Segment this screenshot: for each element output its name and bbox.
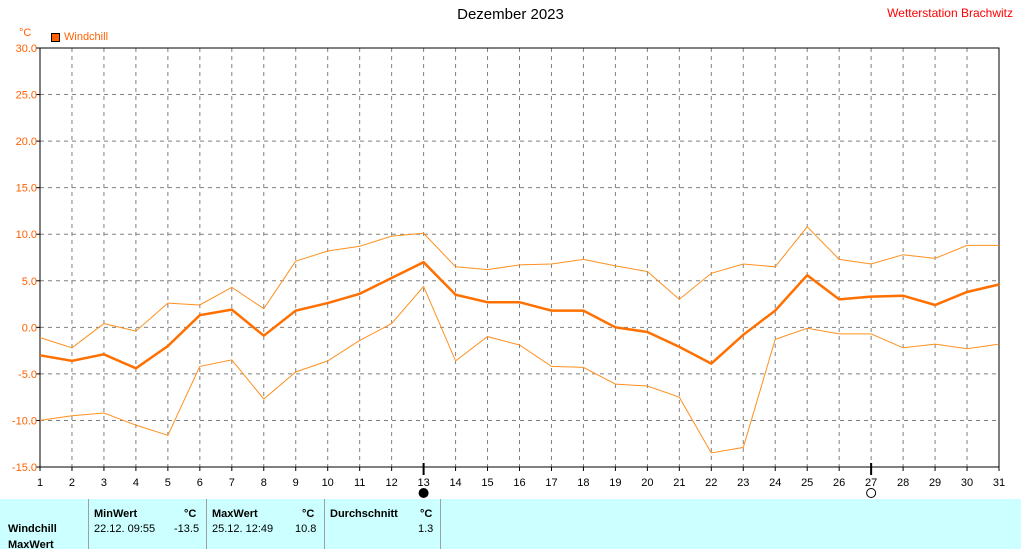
y-tick-label: 10.0 [16,229,37,241]
x-tick-label: 6 [197,477,203,489]
row-label-maxwert: MaxWert [8,539,54,551]
x-tick-label: 14 [449,477,461,489]
row-label-windchill: Windchill [8,523,57,535]
station-name: Wetterstation Brachwitz [887,6,1013,20]
x-tick-label: 24 [769,477,781,489]
series-max-line [39,226,999,349]
avg-header: Durchschnitt [330,508,398,520]
max-header: MaxWert [212,508,258,520]
y-axis-unit: °C [19,27,32,39]
x-tick-label: 4 [133,477,139,489]
min-value: -13.5 [174,523,200,535]
x-tick-label: 17 [545,477,557,489]
y-tick-label: 30.0 [16,43,37,55]
series-min-line [39,285,1000,454]
x-tick-label: 7 [229,477,235,489]
x-tick-label: 29 [929,477,941,489]
x-tick-label: 3 [101,477,107,489]
plot-frame [39,47,1000,468]
x-tick-label: 9 [293,477,299,489]
x-tick-label: 10 [322,477,334,489]
y-tick-label: 20.0 [16,136,37,148]
x-tick-label: 21 [673,477,685,489]
x-tick-label: 28 [897,477,909,489]
series-mean-line [39,260,1000,370]
x-tick-label: 18 [577,477,589,489]
x-tick-label: 25 [801,477,813,489]
panel-divider [440,499,441,549]
legend: Windchill [51,31,108,43]
panel-divider [206,499,207,549]
max-value: 10.8 [295,523,317,535]
legend-swatch [51,32,60,42]
x-tick-label: 1 [37,477,43,489]
x-tick-label: 31 [993,477,1005,489]
max-unit: °C [302,508,315,520]
x-tick-label: 19 [609,477,621,489]
x-tick-label: 26 [833,477,845,489]
x-tick-label: 22 [705,477,717,489]
new-moon-icon [866,488,877,498]
panel-divider [324,499,325,549]
x-tick-label: 30 [961,477,973,489]
x-tick-label: 11 [354,477,365,489]
x-tick-label: 15 [481,477,493,489]
x-tick-label: 13 [417,477,429,489]
x-tick-label: 16 [513,477,525,489]
max-time: 25.12. 12:49 [212,523,274,535]
full-moon-icon [418,488,429,498]
y-tick-label: 15.0 [16,183,37,195]
min-header: MinWert [94,508,138,520]
x-tick-label: 5 [165,477,171,489]
x-tick-label: 2 [69,477,75,489]
x-tick-label: 8 [261,477,267,489]
y-tick-label: -10.0 [12,415,37,427]
avg-unit: °C [420,508,433,520]
y-tick-label: 5.0 [22,276,37,288]
y-tick-label: -15.0 [12,462,37,474]
x-tick-label: 12 [386,477,398,489]
y-tick-label: 25.0 [16,90,37,102]
y-tick-label: 0.0 [22,322,37,334]
y-tick-label: -5.0 [18,369,37,381]
min-time: 22.12. 09:55 [94,523,156,535]
avg-value: 1.3 [418,523,434,535]
x-tick-label: 23 [737,477,749,489]
legend-label: Windchill [64,31,109,43]
chart: 30.0 25.0 20.0 15.0 10.0 5.0 0.0 -5.0 -10.0 -15.0… [12,43,1005,498]
min-unit: °C [184,508,197,520]
chart-title: Dezember 2023 [457,6,564,23]
x-tick-label: 20 [641,477,653,489]
x-tick-label: 27 [865,477,877,489]
stats-panel: MinWert °C MaxWert °C Durchschnitt °C Wi… [0,499,1021,551]
panel-divider [88,499,89,549]
